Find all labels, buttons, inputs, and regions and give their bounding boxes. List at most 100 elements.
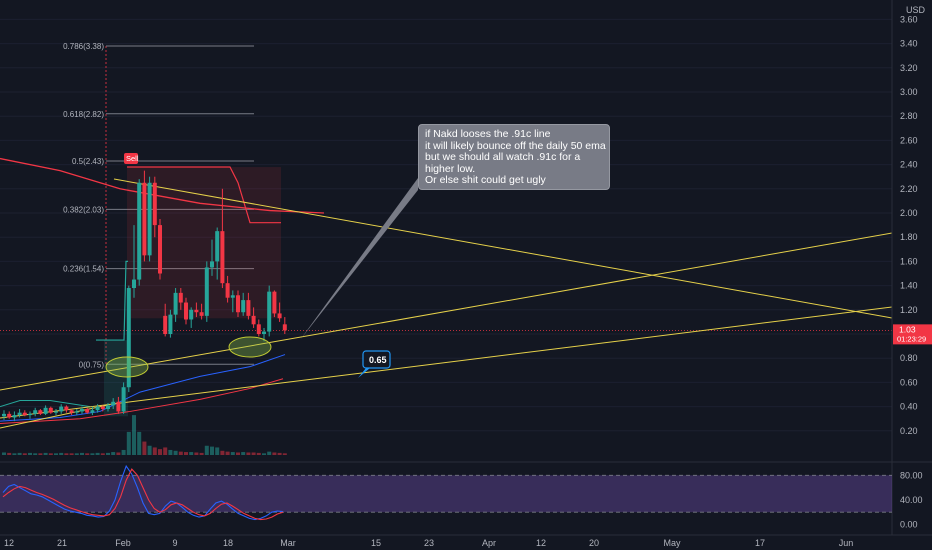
volume-bar (7, 452, 12, 455)
sell-signal-label: Sell (126, 154, 139, 163)
volume-bar (210, 446, 214, 455)
price-tick-label: 0.20 (900, 426, 918, 436)
fib-level-label: 0.382(2.03) (63, 205, 104, 214)
volume-bar (225, 451, 230, 455)
callout-pointer (300, 178, 418, 340)
candle-body (267, 291, 272, 332)
moving-averages (0, 157, 325, 425)
volume-bar (38, 453, 43, 455)
volume-bar (17, 452, 22, 455)
candlesticks (2, 170, 287, 422)
time-tick-label: 21 (57, 538, 67, 548)
price-tag-pointer (358, 368, 370, 378)
candle-body (33, 410, 38, 414)
trendline-support (0, 404, 109, 429)
candle-body (2, 413, 6, 417)
price-tick-label: 3.60 (900, 14, 918, 24)
candle-body (277, 313, 282, 319)
time-tick-label: 20 (589, 538, 599, 548)
volume-bar (12, 453, 17, 455)
volume-bar (236, 452, 240, 455)
candle-body (54, 411, 58, 413)
candle-body (90, 410, 95, 413)
candle-body (106, 405, 110, 410)
time-axis: 12 21 Feb 9 18 Mar 15 23 Apr 12 20 May 17 Jun (0, 534, 932, 548)
candle-body (158, 225, 162, 274)
oscillator-tick-label: 0.00 (900, 520, 918, 530)
volume-bar (178, 451, 183, 455)
volume-bar (277, 452, 282, 455)
trendlines (0, 178, 893, 429)
time-tick-label: 17 (755, 538, 765, 548)
candle-body (100, 406, 105, 410)
volume-bar (69, 453, 74, 455)
candle-body (43, 407, 48, 414)
main-plot-grid (0, 18, 892, 432)
price-tick-label: 3.20 (900, 63, 918, 73)
volume-bar (204, 445, 209, 455)
callout-note[interactable]: if Nakd looses the .91c line it will lik… (418, 124, 610, 190)
callout-line: higher low. (425, 162, 476, 175)
time-tick-label: Jun (839, 538, 854, 548)
oscillator-tick-label: 80.00 (900, 470, 923, 480)
volume-bar (43, 452, 48, 455)
volume-bar (100, 453, 105, 455)
time-tick-label: 12 (4, 538, 14, 548)
volume-bar (80, 452, 84, 455)
volume-bar (132, 415, 136, 455)
highlight-ellipse (228, 336, 272, 358)
candle-body (80, 409, 84, 412)
candle-body (64, 406, 69, 411)
volume-bar (267, 451, 272, 455)
time-tick-label: 23 (424, 538, 434, 548)
volume-bar (64, 453, 69, 455)
price-tick-label: 0.40 (900, 402, 918, 412)
volume-bar (142, 441, 147, 455)
candle-body (126, 288, 131, 388)
candle-body (272, 291, 277, 314)
volume-bar (163, 447, 168, 455)
last-price-badge (893, 324, 932, 345)
volume-bar (28, 452, 32, 455)
volume-bar (256, 452, 261, 455)
price-tick-label: 2.80 (900, 111, 918, 121)
volume-bar (194, 452, 199, 455)
volume-bar (126, 431, 131, 455)
annotations: Sell 0.65 (105, 153, 418, 378)
candle-body (74, 411, 79, 413)
candle-body (246, 300, 251, 316)
candle-body (137, 182, 142, 280)
candle-body (111, 401, 116, 406)
time-tick-label: 18 (223, 538, 233, 548)
price-tick-label: 1.60 (900, 256, 918, 266)
sell-zone (0, 166, 281, 417)
currency-label: USD (906, 5, 926, 15)
price-tick-label: 3.00 (900, 87, 918, 97)
volume-bar (90, 453, 95, 455)
price-tick-label: 3.40 (900, 39, 918, 49)
price-tick-label: 0.80 (900, 353, 918, 363)
volume-bar (272, 452, 277, 455)
candle-body (28, 413, 32, 416)
candle-body (210, 261, 214, 268)
highlight-ellipse (105, 356, 149, 378)
candle-body (116, 401, 121, 412)
price-tick-label: 2.40 (900, 160, 918, 170)
callout-line: but we should all watch .91c for a (425, 151, 581, 163)
trendline-resistance (113, 178, 893, 319)
volume-bar (158, 449, 162, 455)
volume-bar (106, 452, 110, 455)
candle-body (22, 412, 27, 416)
volume-bar (282, 453, 287, 455)
fib-level-label: 0(0.75) (79, 360, 105, 369)
candle-body (173, 292, 178, 315)
candle-body (7, 413, 12, 418)
volume-bar (33, 453, 38, 455)
volume-bar (173, 450, 178, 455)
volume-bar (230, 452, 235, 455)
time-tick-label: Mar (280, 538, 296, 548)
candle-body (236, 295, 240, 313)
volume-bar (262, 453, 266, 455)
